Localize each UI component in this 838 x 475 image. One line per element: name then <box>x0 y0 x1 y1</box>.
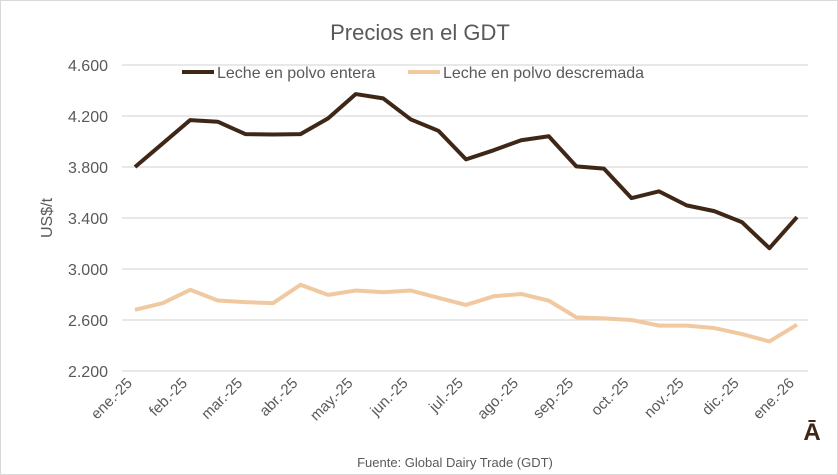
legend-label-descremada: Leche en polvo descremada <box>443 65 644 82</box>
x-tick-label: ene.-25 <box>88 375 136 423</box>
x-tick-label: jun.-25 <box>366 375 411 420</box>
y-tick-label: 3.400 <box>68 211 108 228</box>
chart-title: Precios en el GDT <box>330 20 510 45</box>
y-axis-label: US$/t <box>39 197 56 238</box>
legend: Leche en polvo entera Leche en polvo des… <box>182 65 644 82</box>
y-tick-label: 3.000 <box>68 262 108 279</box>
y-tick-label: 2.600 <box>68 313 108 330</box>
x-tick-label: oct.-25 <box>588 375 632 419</box>
x-tick-label: dic.-25 <box>699 375 743 419</box>
brand-logo: Ā <box>803 419 820 446</box>
y-tick-label: 2.200 <box>68 364 108 381</box>
x-tick-label: ene.-26 <box>750 375 798 423</box>
legend-label-entera: Leche en polvo entera <box>217 65 375 82</box>
x-axis-ticks: ene.-25 feb.-25 mar.-25 abr.-25 may.-25 jun.-… <box>88 375 798 425</box>
y-tick-label: 4.600 <box>68 58 108 75</box>
series-line-1 <box>134 282 799 344</box>
y-axis-ticks: 2.200 2.600 3.000 3.400 3.800 4.200 4.600 <box>68 58 108 381</box>
y-tick-label: 4.200 <box>68 109 108 126</box>
y-tick-label: 3.800 <box>68 160 108 177</box>
gridlines <box>122 64 808 372</box>
x-tick-label: mar.-25 <box>198 375 246 423</box>
x-tick-label: abr.-25 <box>256 375 301 420</box>
source-note: Fuente: Global Dairy Trade (GDT) <box>357 455 553 470</box>
x-tick-label: feb.-25 <box>146 375 191 420</box>
x-tick-label: may.-25 <box>307 375 357 425</box>
series-lines <box>133 92 799 344</box>
series-line-0 <box>133 92 799 251</box>
x-tick-label: jul.-25 <box>425 375 467 417</box>
x-tick-label: ago.-25 <box>474 375 522 423</box>
x-tick-label: sep.-25 <box>530 375 577 422</box>
x-tick-label: nov.-25 <box>641 375 688 422</box>
